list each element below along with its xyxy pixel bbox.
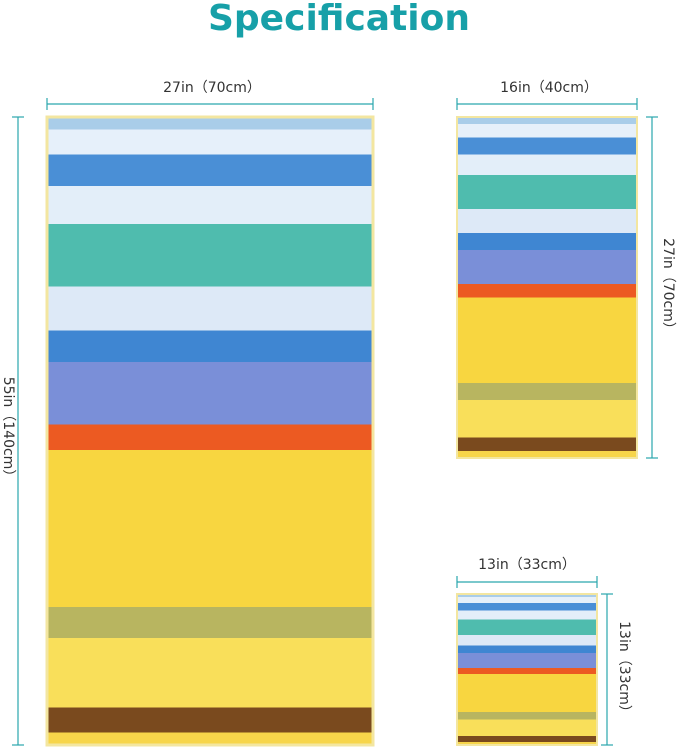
height-label: 55in（140cm） [0, 377, 16, 484]
width-label: 13in（33cm） [478, 557, 576, 573]
towel-medium [456, 116, 638, 459]
height-label: 27in（70cm） [660, 238, 676, 336]
height-label: 13in（33cm） [616, 621, 632, 719]
width-label: 27in（70cm） [163, 80, 261, 96]
width-label: 16in（40cm） [500, 80, 598, 96]
towel-small [456, 593, 598, 746]
title: Specification [208, 0, 470, 39]
towel-large [45, 115, 375, 747]
